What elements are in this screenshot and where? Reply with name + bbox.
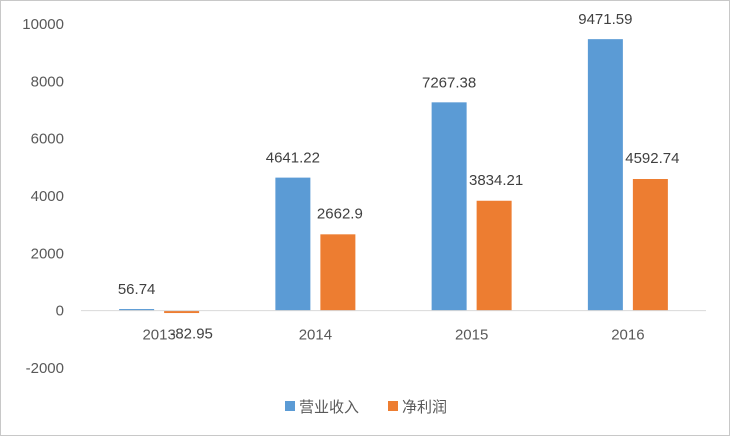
- x-tick-label: 2014: [299, 327, 332, 344]
- data-label: 7267.38: [422, 74, 476, 91]
- bar-revenue-2014: [275, 177, 311, 311]
- y-tick-label: 6000: [31, 131, 64, 148]
- bar-revenue-2016: [587, 39, 623, 311]
- data-label: 2662.9: [317, 205, 363, 222]
- data-label: -82.95: [170, 326, 213, 343]
- data-labels: 56.74 4641.22 7267.38 9471.59 -82.95 2662.9 38…: [118, 11, 680, 343]
- data-label: 4641.22: [266, 150, 320, 167]
- y-axis-ticks: -2000 0 2000 4000 6000 8000 10000: [22, 16, 64, 377]
- data-label: 56.74: [118, 281, 156, 298]
- legend-swatch: [285, 401, 295, 411]
- bar-net-profit-2015: [476, 200, 512, 311]
- x-tick-label: 2016: [611, 327, 644, 344]
- legend: 营业收入 净利润: [285, 398, 447, 416]
- y-tick-label: -2000: [26, 360, 64, 377]
- legend-swatch: [388, 401, 398, 411]
- y-tick-label: 4000: [31, 188, 64, 205]
- bar-net-profit-2013: [164, 310, 200, 314]
- y-tick-label: 0: [56, 303, 64, 320]
- legend-label: 净利润: [402, 398, 447, 416]
- data-label: 9471.59: [578, 11, 632, 28]
- x-tick-label: 2013: [142, 327, 175, 344]
- bar-revenue-2013: [119, 309, 155, 311]
- data-label: 4592.74: [625, 150, 679, 167]
- data-label: 3834.21: [469, 172, 523, 189]
- y-tick-label: 10000: [22, 16, 64, 33]
- x-axis-ticks: 2013 2014 2015 2016: [142, 327, 644, 344]
- legend-label: 营业收入: [299, 398, 359, 416]
- y-tick-label: 2000: [31, 245, 64, 262]
- y-tick-label: 8000: [31, 73, 64, 90]
- bars: [119, 39, 668, 314]
- bar-net-profit-2014: [320, 234, 356, 311]
- bar-net-profit-2016: [632, 179, 668, 311]
- x-tick-label: 2015: [455, 327, 488, 344]
- bar-revenue-2015: [431, 102, 467, 311]
